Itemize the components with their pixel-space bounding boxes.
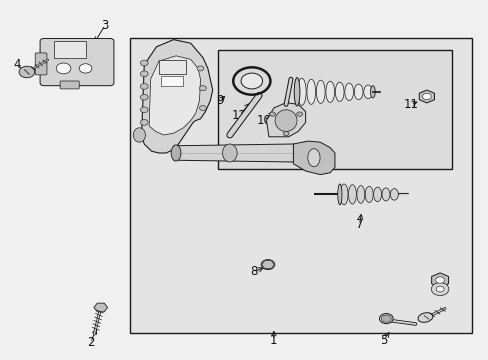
- Text: 4: 4: [13, 58, 21, 71]
- Circle shape: [199, 86, 206, 91]
- Ellipse shape: [356, 185, 364, 203]
- Circle shape: [422, 93, 430, 100]
- FancyBboxPatch shape: [60, 81, 79, 89]
- FancyBboxPatch shape: [159, 60, 185, 74]
- Text: 2: 2: [86, 336, 94, 349]
- Ellipse shape: [316, 80, 325, 103]
- Text: 1: 1: [269, 334, 277, 347]
- Polygon shape: [142, 40, 212, 153]
- Circle shape: [435, 286, 443, 292]
- Bar: [217, 50, 451, 169]
- Ellipse shape: [306, 79, 315, 104]
- FancyBboxPatch shape: [40, 39, 114, 86]
- FancyBboxPatch shape: [35, 53, 47, 75]
- Text: 8: 8: [250, 265, 258, 278]
- Text: 7: 7: [355, 219, 363, 231]
- Ellipse shape: [274, 110, 296, 131]
- Circle shape: [261, 260, 274, 270]
- Ellipse shape: [325, 81, 334, 102]
- Circle shape: [140, 84, 148, 89]
- Circle shape: [283, 131, 288, 136]
- Circle shape: [140, 60, 148, 66]
- Circle shape: [197, 66, 203, 71]
- Circle shape: [140, 120, 148, 125]
- FancyBboxPatch shape: [161, 76, 183, 86]
- Ellipse shape: [297, 78, 305, 105]
- Polygon shape: [431, 273, 447, 287]
- Ellipse shape: [294, 78, 299, 106]
- Ellipse shape: [417, 313, 432, 322]
- Text: 6: 6: [433, 283, 441, 296]
- Circle shape: [241, 73, 262, 89]
- Ellipse shape: [222, 144, 237, 162]
- Circle shape: [56, 63, 71, 74]
- Ellipse shape: [389, 189, 398, 200]
- Circle shape: [199, 105, 206, 111]
- Ellipse shape: [335, 82, 344, 102]
- Circle shape: [430, 283, 448, 296]
- Circle shape: [140, 71, 148, 77]
- Circle shape: [381, 315, 390, 322]
- Ellipse shape: [363, 85, 372, 99]
- Circle shape: [269, 112, 275, 116]
- Text: 5: 5: [379, 334, 387, 347]
- Ellipse shape: [373, 187, 381, 202]
- Circle shape: [296, 112, 302, 116]
- Circle shape: [79, 64, 92, 73]
- FancyBboxPatch shape: [54, 41, 85, 58]
- Ellipse shape: [348, 185, 356, 204]
- Ellipse shape: [379, 314, 392, 324]
- Text: 3: 3: [101, 19, 109, 32]
- Text: 12: 12: [232, 109, 246, 122]
- Polygon shape: [293, 141, 334, 175]
- Polygon shape: [418, 90, 434, 103]
- Ellipse shape: [171, 145, 181, 161]
- Ellipse shape: [307, 149, 320, 167]
- Polygon shape: [149, 56, 200, 135]
- Text: 10: 10: [256, 114, 271, 127]
- Ellipse shape: [381, 188, 389, 201]
- Text: 11: 11: [403, 98, 417, 111]
- Ellipse shape: [339, 184, 347, 205]
- Polygon shape: [94, 303, 107, 312]
- Polygon shape: [266, 103, 305, 137]
- Polygon shape: [173, 144, 295, 162]
- Ellipse shape: [133, 128, 145, 142]
- Circle shape: [19, 66, 35, 78]
- Ellipse shape: [365, 186, 372, 202]
- Polygon shape: [261, 261, 274, 269]
- Circle shape: [435, 277, 444, 283]
- Ellipse shape: [337, 184, 341, 205]
- Ellipse shape: [344, 83, 353, 100]
- Ellipse shape: [370, 86, 374, 98]
- Circle shape: [140, 107, 148, 113]
- Text: 9: 9: [216, 94, 224, 107]
- Bar: [129, 38, 471, 333]
- Ellipse shape: [354, 84, 362, 99]
- Circle shape: [140, 94, 148, 100]
